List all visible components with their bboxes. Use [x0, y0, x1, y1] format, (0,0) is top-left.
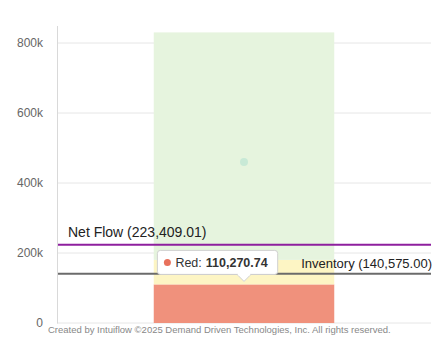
tick-label: 600k: [17, 106, 44, 120]
point[interactable]: [240, 158, 248, 166]
tooltip-arrow: [237, 274, 251, 281]
y-axis: 0 200k 400k 600k 800k: [17, 26, 58, 330]
tooltip-arrow-cover: [238, 273, 250, 276]
plot-area: [57, 32, 431, 323]
bar-segment[interactable]: [154, 284, 335, 323]
line-label: Net Flow (223,409.01): [68, 224, 207, 240]
tick: 200k: [17, 246, 57, 260]
tick: 400k: [17, 176, 57, 190]
tick: 800k: [17, 36, 57, 50]
tick: 600k: [17, 106, 57, 120]
chart: 0 200k 400k 600k 800k Net Flow (223,409.01) In…: [0, 0, 435, 342]
axis-line: [57, 26, 58, 324]
tooltip-value: 110,270.74: [206, 256, 268, 270]
tick-label: 800k: [17, 36, 44, 50]
tooltip-text: Red: 110,270.74: [175, 256, 267, 270]
tick-label: 200k: [17, 246, 44, 260]
credits: Created by Intuiflow ©2025 Demand Driven…: [48, 324, 391, 335]
tooltip-dot: [164, 259, 171, 266]
reference-line: [57, 273, 431, 275]
tooltip-label: Red:: [175, 256, 201, 270]
tooltip-box: [157, 250, 277, 274]
line-label: Inventory (140,575.00): [301, 256, 432, 271]
reference-line: [57, 244, 431, 246]
tick-label: 0: [36, 316, 43, 330]
tooltip: Red: 110,270.74: [157, 250, 277, 281]
tick-label: 400k: [17, 176, 44, 190]
